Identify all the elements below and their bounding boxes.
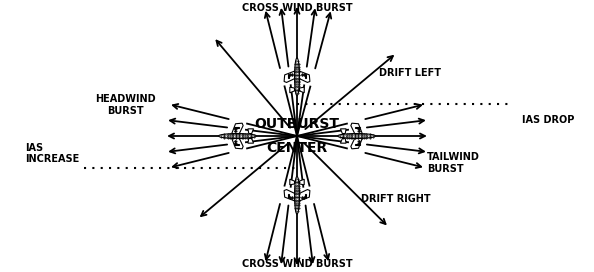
Text: IAS DROP: IAS DROP	[523, 115, 575, 125]
Text: OUTBURST: OUTBURST	[254, 117, 340, 131]
Polygon shape	[295, 177, 299, 214]
Polygon shape	[248, 138, 254, 143]
Polygon shape	[234, 144, 239, 146]
Text: CROSS WIND BURST: CROSS WIND BURST	[242, 3, 352, 13]
Polygon shape	[355, 144, 360, 146]
Polygon shape	[232, 123, 243, 134]
Polygon shape	[248, 129, 254, 134]
Polygon shape	[299, 190, 310, 201]
Text: DRIFT LEFT: DRIFT LEFT	[378, 68, 441, 78]
Text: IAS
INCREASE: IAS INCREASE	[25, 143, 79, 164]
Polygon shape	[340, 138, 346, 143]
Polygon shape	[287, 194, 289, 199]
Text: HEADWIND
BURST: HEADWIND BURST	[95, 94, 156, 116]
Polygon shape	[290, 87, 295, 93]
Polygon shape	[295, 58, 299, 95]
Text: CENTER: CENTER	[266, 141, 328, 155]
Text: TAILWIND
BURST: TAILWIND BURST	[427, 152, 480, 174]
Polygon shape	[351, 138, 362, 149]
Polygon shape	[355, 126, 360, 128]
Polygon shape	[232, 138, 243, 149]
Polygon shape	[299, 179, 304, 185]
Polygon shape	[305, 73, 307, 78]
Text: CROSS WIND BURST: CROSS WIND BURST	[242, 259, 352, 269]
Polygon shape	[290, 179, 295, 185]
Polygon shape	[299, 71, 310, 82]
Polygon shape	[234, 126, 239, 128]
Polygon shape	[340, 129, 346, 134]
Polygon shape	[287, 73, 289, 78]
Polygon shape	[305, 194, 307, 199]
Polygon shape	[299, 87, 304, 93]
Polygon shape	[284, 190, 295, 201]
Polygon shape	[337, 134, 375, 138]
Text: DRIFT RIGHT: DRIFT RIGHT	[361, 194, 431, 204]
Polygon shape	[219, 134, 257, 138]
Polygon shape	[284, 71, 295, 82]
Polygon shape	[351, 123, 362, 134]
